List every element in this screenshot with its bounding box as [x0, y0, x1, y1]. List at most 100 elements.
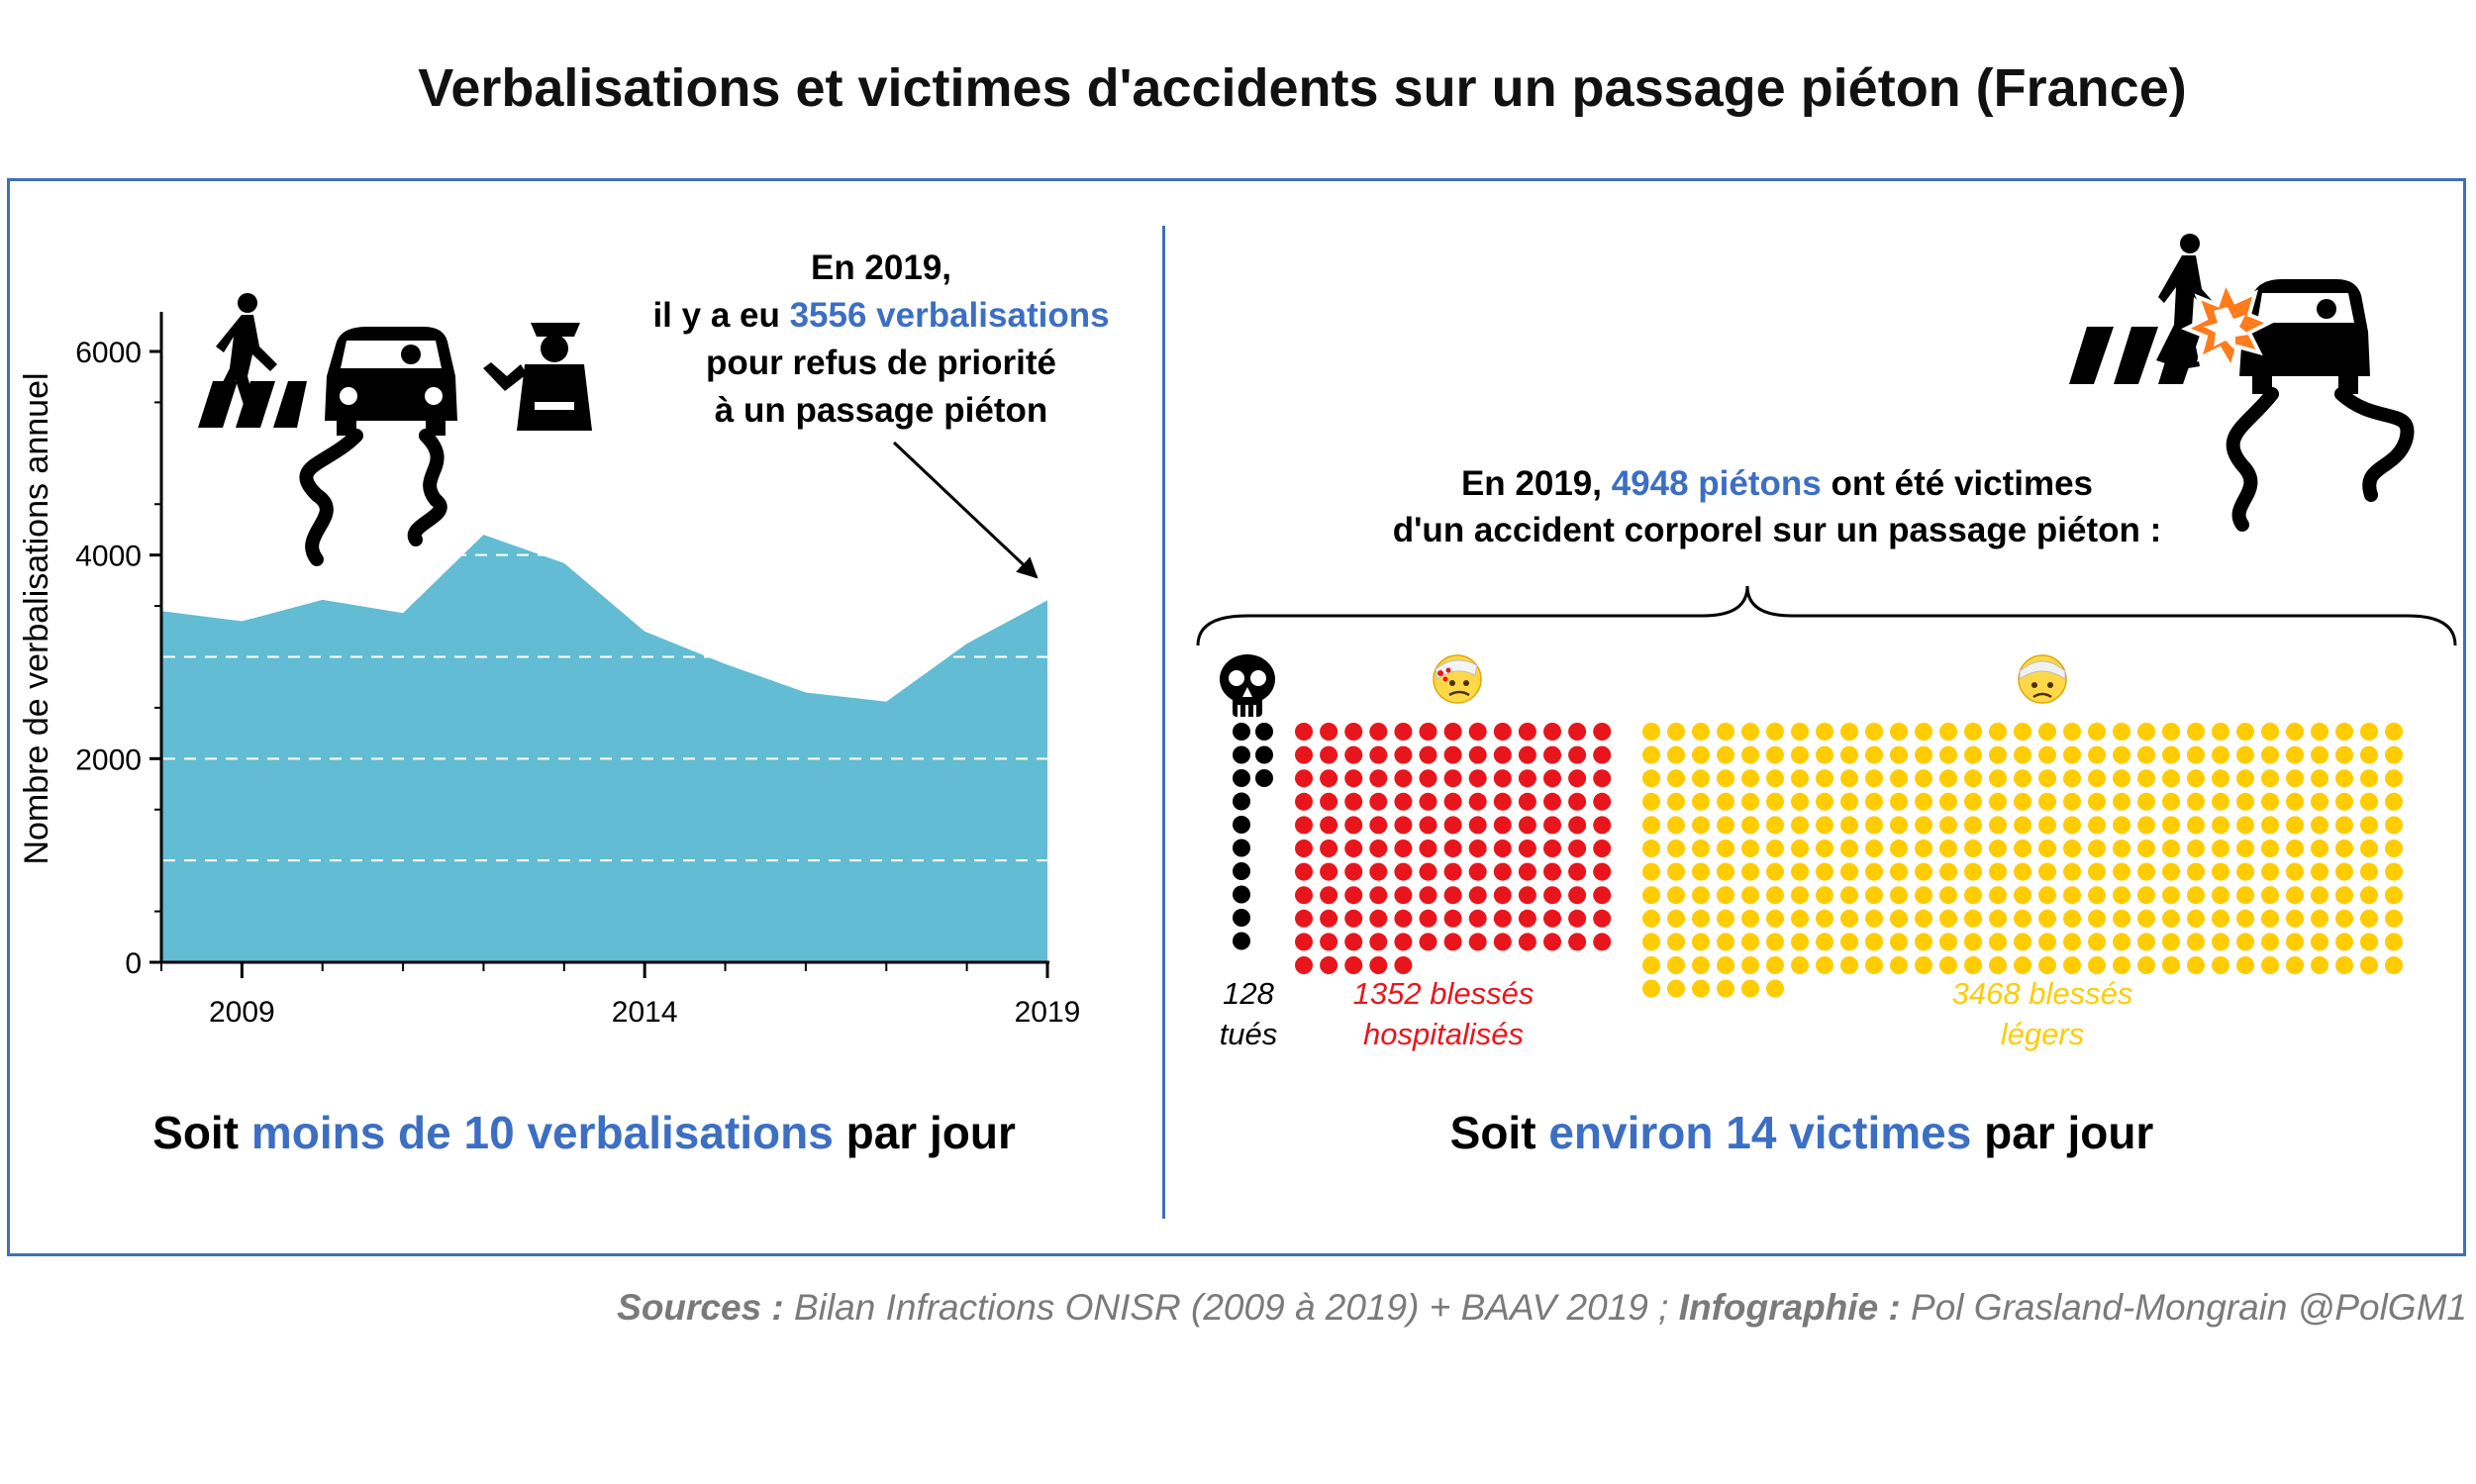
light-injury-dot [1692, 886, 1710, 905]
light-injury-dot [2261, 862, 2279, 881]
hospitalised-dot [1344, 933, 1363, 951]
light-injury-dot [2236, 723, 2254, 741]
light-injury-dot [2335, 745, 2353, 764]
light-injury-dot [2311, 816, 2328, 835]
light-injury-dot [2335, 816, 2353, 835]
light-injury-dot [2088, 886, 2106, 905]
light-injury-dot [1766, 886, 1784, 905]
left-footer: Soit moins de 10 verbalisations par jour [152, 1107, 1016, 1158]
light-injury-dot [1915, 769, 1932, 788]
light-injury-dot [2261, 792, 2279, 811]
light-injury-dot [2385, 769, 2403, 788]
light-injury-dot [2212, 816, 2229, 835]
light-injury-dot [2360, 792, 2378, 811]
light-injury-dot [2038, 723, 2056, 741]
light-injury-dot [2162, 840, 2180, 857]
light-injury-dot [2212, 956, 2229, 974]
light-injury-dot [2063, 723, 2081, 741]
light-injury-dot [2311, 886, 2328, 905]
light-injury-dot [1989, 886, 2007, 905]
light-injury-dot [2162, 909, 2180, 928]
light-injury-dot [1840, 723, 1858, 741]
hospitalised-dot [1295, 745, 1313, 764]
hospitalised-dot [1493, 816, 1512, 835]
hospitalised-dot [1443, 909, 1462, 928]
killed-dot [1233, 723, 1250, 741]
light-injury-dot [2187, 792, 2205, 811]
area-series [161, 535, 1047, 962]
annotation-line-2: il y a eu 3556 verbalisations [652, 296, 1109, 335]
hospitalised-dot [1369, 886, 1388, 905]
light-injury-dot [2385, 723, 2403, 741]
hospitalised-dot [1369, 769, 1388, 788]
light-injury-dot [1964, 792, 1982, 811]
light-injury-dot [1766, 956, 1784, 974]
hospitalised-dot [1394, 745, 1413, 764]
hospitalised-dot [1419, 909, 1437, 928]
hospitalised-dot [1369, 745, 1388, 764]
hospitalised-dot [1443, 886, 1462, 905]
light-injury-dot [1939, 792, 1957, 811]
light-injury-dot [1865, 792, 1883, 811]
light-injury-dot [2162, 933, 2180, 951]
light-injury-dot [1791, 840, 1809, 857]
light-injury-dot [1692, 769, 1710, 788]
hospitalised-dot [1543, 792, 1561, 811]
light-injury-dot [2335, 840, 2353, 857]
light-injury-dot [1964, 886, 1982, 905]
light-injury-dot [1840, 956, 1858, 974]
hospitalised-dot [1443, 933, 1462, 951]
hospitalised-dot [1394, 769, 1413, 788]
light-injury-dot [2360, 769, 2378, 788]
hospitalised-dot [1443, 840, 1462, 857]
light-injury-dot [2014, 792, 2031, 811]
light-injury-dot [1766, 723, 1784, 741]
light-injury-dot [2088, 792, 2106, 811]
light-injury-dot [1890, 886, 1908, 905]
annotation-2019: En 2019, il y a eu 3556 verbalisations p… [652, 248, 1110, 579]
light-injury-dot [1741, 886, 1759, 905]
light-injury-dot [1840, 769, 1858, 788]
hospitalised-dot [1394, 816, 1413, 835]
light-injury-dot [1717, 862, 1734, 881]
light-injury-dot [1964, 723, 1982, 741]
light-injury-dot [1642, 769, 1660, 788]
light-injury-dot [2038, 792, 2056, 811]
light-injury-dot [2038, 956, 2056, 974]
killed-label-line-2: tués [1220, 1017, 1278, 1051]
light-injury-dot [2113, 933, 2130, 951]
hospitalised-dot [1493, 862, 1512, 881]
light-injury-dot [1717, 723, 1734, 741]
hospitalised-dot [1295, 909, 1313, 928]
light-injury-dot [1692, 792, 1710, 811]
light-injury-dot [1692, 933, 1710, 951]
light-injury-dot [2113, 723, 2130, 741]
hospitalised-dot [1543, 862, 1561, 881]
light-injury-dot [2063, 840, 2081, 857]
light-injury-dot [1791, 792, 1809, 811]
verbalisations-area-chart: 0 2000 4000 6000 2009 2014 2019 Nombre de verb… [18, 312, 1080, 1029]
killed-dot [1255, 723, 1273, 741]
light-injury-dot [2014, 816, 2031, 835]
light-injury-dot [1717, 840, 1734, 857]
light-injury-dot [1717, 769, 1734, 788]
light-injury-dot [2286, 956, 2304, 974]
light-injury-dot [1890, 862, 1908, 881]
light-injury-dot [1989, 769, 2007, 788]
killed-dot [1233, 792, 1250, 811]
light-injury-dot [1766, 909, 1784, 928]
sources-credit: Sources : Bilan Infractions ONISR (2009 … [617, 1287, 2467, 1328]
light-injury-dot [2212, 840, 2229, 857]
hospitalised-dot [1320, 840, 1338, 857]
light-injury-dot [2236, 933, 2254, 951]
y-tick-label-4000: 4000 [75, 541, 142, 573]
pedestrian-crossing-icon [198, 293, 307, 428]
light-injury-dot [2137, 909, 2155, 928]
hospitalised-dot [1493, 745, 1512, 764]
light-injury-dot [1692, 979, 1710, 998]
hospitalised-dot [1320, 745, 1338, 764]
hospitalised-dot [1369, 816, 1388, 835]
light-injury-dot [2335, 933, 2353, 951]
hospitalised-dot [1419, 723, 1437, 741]
hospitalised-dot [1320, 956, 1338, 974]
